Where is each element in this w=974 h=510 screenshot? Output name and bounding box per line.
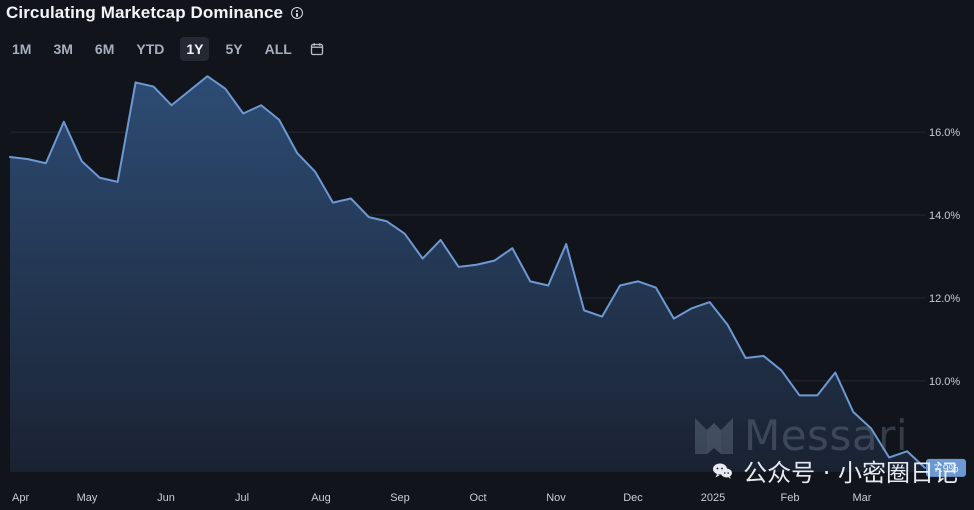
y-axis-label: 14.0% — [929, 210, 960, 222]
range-button-ytd[interactable]: YTD — [136, 41, 165, 57]
range-button-1m[interactable]: 1M — [12, 41, 32, 57]
range-selector: 1M 3M 6M YTD 1Y 5Y ALL — [6, 35, 324, 63]
x-axis-label: Apr — [12, 492, 29, 504]
chart-header: Circulating Marketcap Dominance 1M 3M 6M… — [6, 2, 974, 72]
x-axis-label: Jul — [235, 492, 249, 504]
range-button-5y[interactable]: 5Y — [225, 41, 243, 57]
title-row: Circulating Marketcap Dominance — [6, 2, 974, 24]
x-axis-label: Oct — [469, 492, 486, 504]
calendar-icon[interactable] — [310, 42, 324, 56]
x-axis-label: Nov — [546, 492, 566, 504]
x-axis-label: Mar — [853, 492, 872, 504]
chart-title: Circulating Marketcap Dominance — [6, 3, 284, 22]
dominance-line — [9, 75, 926, 469]
range-button-3m[interactable]: 3M — [53, 41, 73, 57]
y-axis-label: 16.0% — [929, 127, 960, 139]
y-axis-label: 12.0% — [929, 293, 960, 305]
current-value-badge — [926, 458, 966, 477]
x-axis-label: Sep — [390, 492, 410, 504]
x-axis-label: Jun — [157, 492, 175, 504]
y-axis-label: 10.0% — [929, 376, 960, 388]
range-button-6m[interactable]: 6M — [94, 41, 115, 57]
x-axis-label: 2025 — [701, 492, 725, 504]
x-axis-label: Aug — [311, 492, 331, 504]
range-button-1y[interactable]: 1Y — [180, 37, 210, 61]
dominance-area — [10, 76, 925, 472]
x-axis-label: Feb — [781, 492, 800, 504]
x-axis-label: Dec — [623, 492, 643, 504]
x-axis-label: May — [77, 492, 98, 504]
info-icon[interactable] — [291, 7, 304, 19]
range-button-all[interactable]: ALL — [264, 41, 292, 57]
current-value-label: 7.9% — [933, 463, 958, 475]
